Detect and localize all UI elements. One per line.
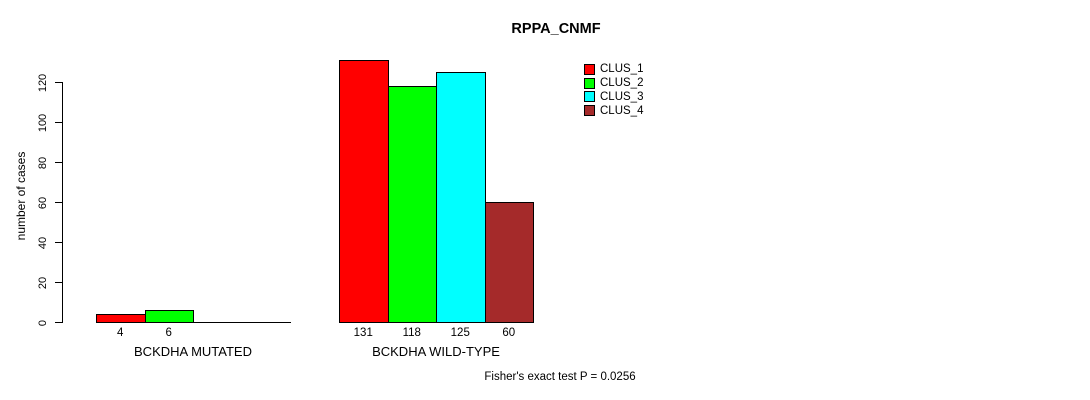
bar-value-label: 125 (450, 327, 470, 339)
bar-value-label: 6 (165, 327, 172, 339)
y-tick-label: 80 (37, 156, 49, 169)
bar-value-label: 118 (402, 327, 421, 339)
y-axis-tick (55, 162, 62, 163)
bar-clus-1 (96, 314, 146, 323)
bar-value-label: 60 (502, 327, 516, 339)
legend-swatch-icon (584, 105, 595, 117)
legend: CLUS_1 CLUS_2 CLUS_3 CLUS_4 (584, 63, 643, 117)
bar-clus-4 (484, 202, 534, 323)
legend-swatch-icon (584, 91, 595, 103)
legend-label: CLUS_1 (600, 63, 644, 76)
legend-label: CLUS_4 (600, 104, 644, 117)
y-axis-tick (55, 202, 62, 203)
y-axis-label: number of cases (14, 151, 28, 241)
y-tick-label: 120 (37, 73, 49, 92)
legend-entry-clus-4: CLUS_4 (584, 104, 643, 117)
bar-clus-3 (436, 72, 486, 323)
legend-entry-clus-3: CLUS_3 (584, 91, 643, 104)
legend-swatch-icon (584, 77, 595, 89)
group-label: BCKDHA WILD-TYPE (372, 344, 500, 359)
chart-title: RPPA_CNMF (511, 21, 601, 37)
bar-clus-1 (339, 60, 389, 323)
y-axis-line (62, 82, 63, 323)
y-tick-label: 100 (37, 113, 49, 132)
y-tick-label: 60 (37, 196, 49, 209)
y-axis-tick (55, 122, 62, 123)
legend-entry-clus-1: CLUS_1 (584, 63, 643, 76)
legend-label: CLUS_2 (600, 77, 644, 90)
legend-entry-clus-2: CLUS_2 (584, 77, 643, 90)
y-tick-label: 0 (37, 319, 49, 326)
bar-value-label: 4 (117, 327, 124, 339)
bar-value-label: 131 (353, 327, 373, 339)
footer-annotation: Fisher's exact test P = 0.0256 (484, 371, 636, 383)
y-axis-tick (55, 282, 62, 283)
legend-label: CLUS_3 (600, 90, 644, 103)
bar-clus-2 (387, 86, 437, 323)
y-axis-tick (55, 322, 62, 323)
y-tick-label: 20 (37, 276, 49, 289)
bar-clus-2 (144, 310, 194, 323)
group-label: BCKDHA MUTATED (134, 344, 252, 359)
y-axis-tick (55, 242, 62, 243)
y-tick-label: 40 (37, 236, 49, 249)
legend-swatch-icon (584, 63, 595, 75)
y-axis-tick (55, 82, 62, 83)
